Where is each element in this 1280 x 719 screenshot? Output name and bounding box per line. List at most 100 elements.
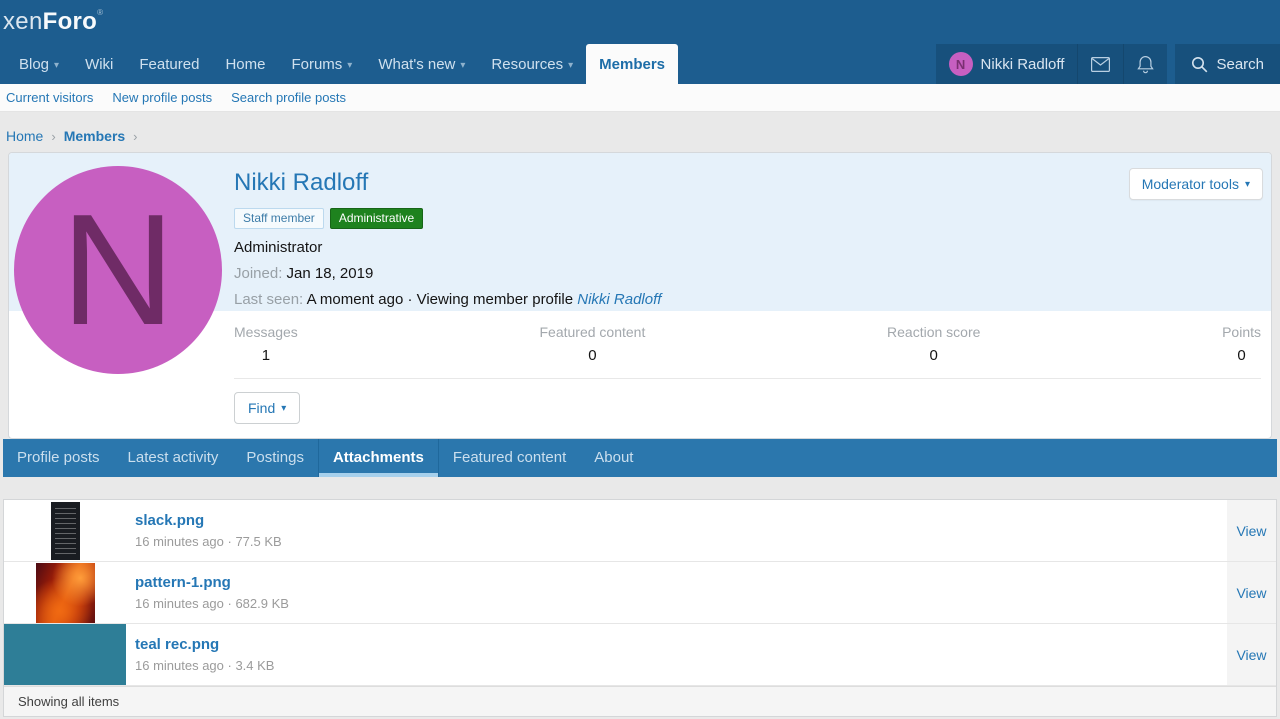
nav-label: Resources [491, 55, 564, 73]
stat-label: Featured content [539, 324, 646, 340]
chevron-down-icon: ▾ [1244, 179, 1250, 190]
search-button[interactable]: Search [1175, 44, 1280, 84]
attachment-info: slack.png 16 minutes ago · 77.5 KB [126, 500, 1227, 561]
stat-label: Reaction score [887, 324, 981, 340]
attachment-thumbnail-pattern[interactable] [4, 562, 126, 623]
attachment-thumbnail-slack[interactable] [4, 500, 126, 561]
avatar-letter: N [955, 56, 966, 72]
nav-label: Wiki [85, 55, 114, 73]
search-label: Search [1216, 55, 1264, 73]
nav-item-resources[interactable]: Resources ▾ [478, 44, 586, 84]
last-seen-value: A moment ago · Viewing member profile [306, 291, 574, 308]
tab-profile-posts[interactable]: Profile posts [17, 449, 100, 466]
view-link[interactable]: View [1236, 584, 1267, 601]
chevron-down-icon: ▾ [54, 59, 60, 71]
breadcrumb: Home › Members › [6, 126, 1280, 146]
page-title: Nikki Radloff [234, 169, 369, 196]
stat-label: Messages [234, 324, 298, 340]
view-cell: View [1227, 624, 1276, 685]
list-footer: Showing all items [4, 686, 1276, 716]
main-nav-links: Blog ▾ Wiki Featured Home Forums ▾ What's … [0, 44, 679, 84]
nav-label: Members [599, 55, 666, 73]
last-seen-label: Last seen: [234, 291, 304, 308]
last-seen-line: Last seen: A moment ago · Viewing member… [234, 291, 1255, 308]
profile-stats-section: Messages 1 Featured content 0 Reaction s… [9, 311, 1271, 438]
view-cell: View [1227, 500, 1276, 561]
logo-text-foro: Foro [42, 8, 98, 35]
nav-item-home[interactable]: Home [212, 44, 278, 84]
nav-item-wiki[interactable]: Wiki [72, 44, 126, 84]
tab-postings[interactable]: Postings [246, 449, 304, 466]
attachment-filename-link[interactable]: slack.png [135, 512, 205, 529]
subnav-current-visitors[interactable]: Current visitors [6, 90, 94, 105]
joined-value: Jan 18, 2019 [286, 265, 374, 282]
tab-latest-activity[interactable]: Latest activity [127, 449, 219, 466]
stat-featured-content: Featured content 0 [539, 324, 645, 364]
breadcrumb-members[interactable]: Members [63, 128, 126, 144]
chevron-down-icon: ▾ [281, 403, 287, 414]
main-nav: Blog ▾ Wiki Featured Home Forums ▾ What's … [0, 44, 1280, 84]
search-icon [1191, 56, 1208, 73]
nav-item-whats-new[interactable]: What's new ▾ [365, 44, 478, 84]
nav-label: Home [225, 55, 266, 73]
nav-item-featured[interactable]: Featured [126, 44, 212, 84]
attachment-meta: 16 minutes ago · 682.9 KB [135, 596, 289, 611]
attachment-info: teal rec.png 16 minutes ago · 3.4 KB [126, 624, 1227, 685]
nav-item-members[interactable]: Members [586, 44, 679, 84]
view-link[interactable]: View [1236, 522, 1267, 539]
joined-label: Joined: [234, 265, 283, 282]
registered-mark: ® [97, 8, 104, 17]
account-name: Nikki Radloff [980, 55, 1065, 73]
breadcrumb-home[interactable]: Home [6, 128, 44, 144]
subnav-search-profile-posts[interactable]: Search profile posts [231, 90, 347, 105]
chevron-down-icon: ▾ [568, 59, 574, 71]
tab-label: Attachments [332, 449, 424, 466]
subnav-new-profile-posts[interactable]: New profile posts [112, 90, 213, 105]
attachment-filename-link[interactable]: teal rec.png [135, 636, 220, 653]
view-link[interactable]: View [1236, 646, 1267, 663]
attachments-list: slack.png 16 minutes ago · 77.5 KB View … [3, 499, 1277, 717]
logo-row: xenForo® [0, 0, 1280, 44]
stat-value: 0 [1237, 347, 1246, 364]
attachment-info: pattern-1.png 16 minutes ago · 682.9 KB [126, 562, 1227, 623]
attachment-thumbnail-teal[interactable] [4, 624, 126, 685]
mail-icon [1091, 56, 1111, 72]
profile-avatar[interactable]: N [14, 166, 222, 374]
attachment-row: slack.png 16 minutes ago · 77.5 KB View [4, 500, 1276, 562]
stats-row: Messages 1 Featured content 0 Reaction s… [234, 324, 1261, 364]
tab-featured-content[interactable]: Featured content [452, 449, 567, 466]
breadcrumb-separator-icon: › [51, 128, 56, 144]
account-menu[interactable]: N Nikki Radloff [936, 44, 1078, 84]
nav-right-tools: N Nikki Radloff Search [935, 44, 1280, 84]
view-cell: View [1227, 562, 1276, 623]
stat-messages: Messages 1 [234, 324, 298, 364]
badge-row: Staff member Administrative [234, 208, 1255, 229]
member-profile-card: N Nikki Radloff Staff member Administrat… [8, 152, 1272, 439]
moderator-tools-button[interactable]: Moderator tools ▾ [1128, 168, 1263, 200]
avatar: N [948, 52, 973, 76]
tab-about[interactable]: About [594, 449, 634, 466]
breadcrumb-separator-icon: › [133, 128, 138, 144]
stat-points: Points 0 [1222, 324, 1261, 364]
stat-value: 0 [929, 347, 938, 364]
joined-line: Joined: Jan 18, 2019 [234, 265, 1255, 282]
viewing-profile-link[interactable]: Nikki Radloff [577, 291, 662, 308]
nav-item-blog[interactable]: Blog ▾ [6, 44, 72, 84]
nav-item-forums[interactable]: Forums ▾ [278, 44, 365, 84]
staff-member-badge: Staff member [234, 208, 324, 229]
find-button[interactable]: Find ▾ [234, 392, 301, 424]
xenforo-logo[interactable]: xenForo® [3, 8, 103, 36]
attachment-meta: 16 minutes ago · 3.4 KB [135, 658, 275, 673]
nav-label: Forums [291, 55, 343, 73]
attachment-row: teal rec.png 16 minutes ago · 3.4 KB Vie… [4, 624, 1276, 686]
bell-icon [1137, 55, 1155, 74]
divider [234, 378, 1261, 379]
tab-attachments[interactable]: Attachments [317, 439, 439, 477]
conversations-button[interactable] [1077, 44, 1123, 84]
attachment-filename-link[interactable]: pattern-1.png [135, 574, 231, 591]
profile-tab-bar: Profile posts Latest activity Postings A… [3, 439, 1277, 477]
alerts-button[interactable] [1123, 44, 1167, 84]
nav-label: Blog [19, 55, 50, 73]
pattern-thumbnail-image [35, 562, 95, 623]
chevron-down-icon: ▾ [347, 59, 353, 71]
